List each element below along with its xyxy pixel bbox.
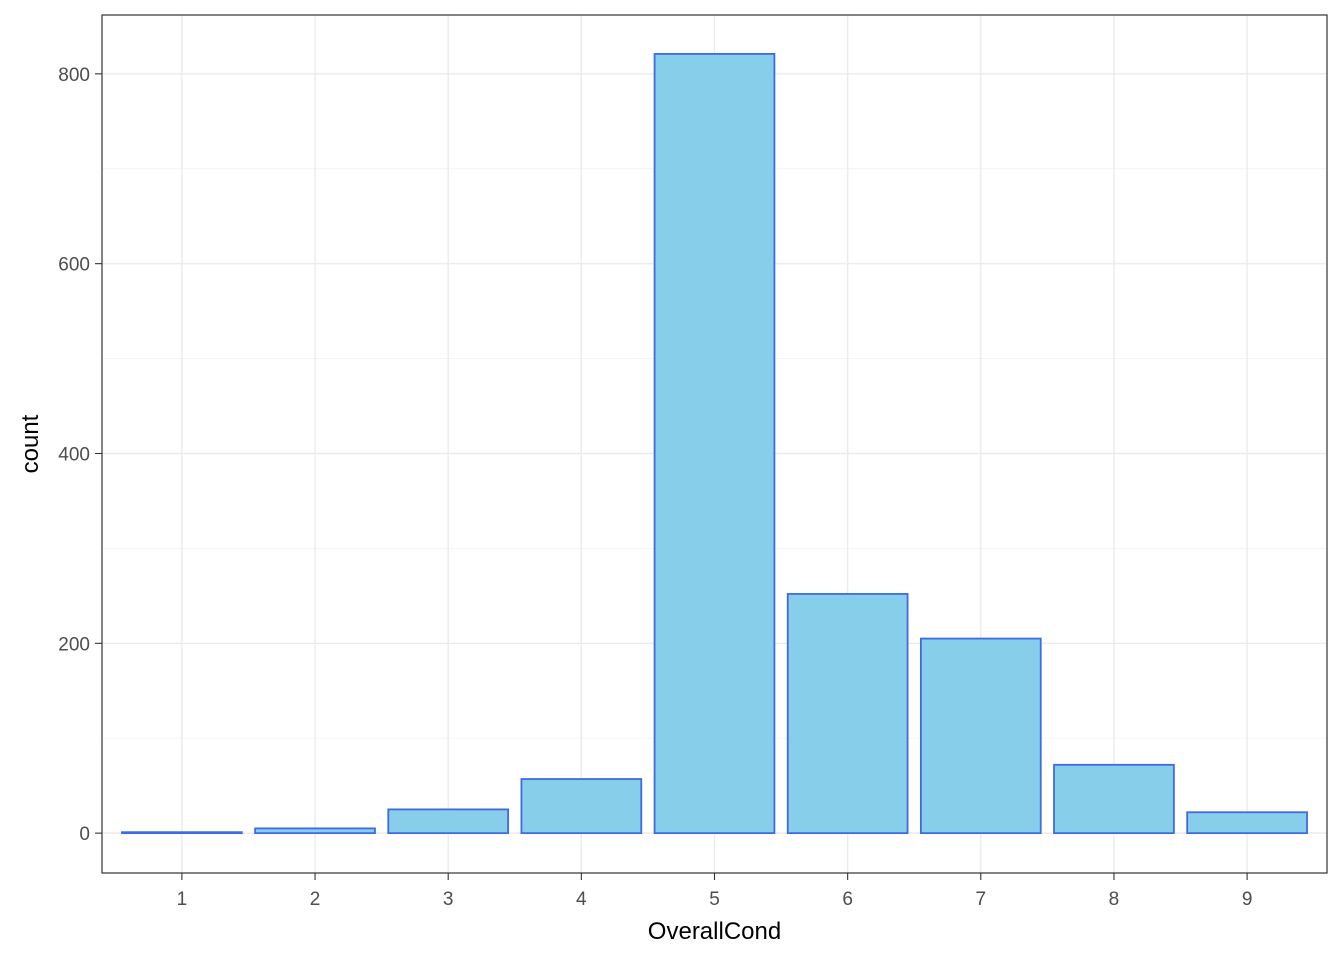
x-tick-label: 8 xyxy=(1109,889,1120,910)
x-tick-label: 3 xyxy=(443,889,454,910)
y-axis-title: count xyxy=(17,414,44,473)
y-tick-label: 600 xyxy=(58,255,90,276)
y-tick-label: 800 xyxy=(58,65,90,86)
bar-9 xyxy=(1186,811,1308,835)
y-tick-label: 0 xyxy=(79,824,90,845)
y-tick-label: 200 xyxy=(58,634,90,655)
bar-3 xyxy=(387,808,510,835)
x-tick-label: 5 xyxy=(709,889,720,910)
bar-4 xyxy=(520,778,643,835)
bar-2 xyxy=(254,827,376,835)
x-tick-label: 4 xyxy=(576,889,587,910)
x-tick-label: 7 xyxy=(976,889,987,910)
x-axis-title: OverallCond xyxy=(648,918,781,945)
y-tick-label: 400 xyxy=(58,444,90,465)
x-axis: 1 2 3 4 5 6 7 8 9 xyxy=(177,873,1253,910)
y-axis: 0 200 400 600 800 xyxy=(58,65,102,845)
x-tick-label: 9 xyxy=(1242,889,1253,910)
x-tick-label: 6 xyxy=(842,889,853,910)
x-tick-label: 1 xyxy=(177,889,188,910)
bar-5 xyxy=(653,53,776,835)
bar-8 xyxy=(1053,763,1175,835)
bar-1 xyxy=(121,831,243,835)
bar-7 xyxy=(919,637,1042,835)
bar-6 xyxy=(786,593,909,835)
x-tick-label: 2 xyxy=(310,889,321,910)
bars-layer xyxy=(121,53,1308,835)
